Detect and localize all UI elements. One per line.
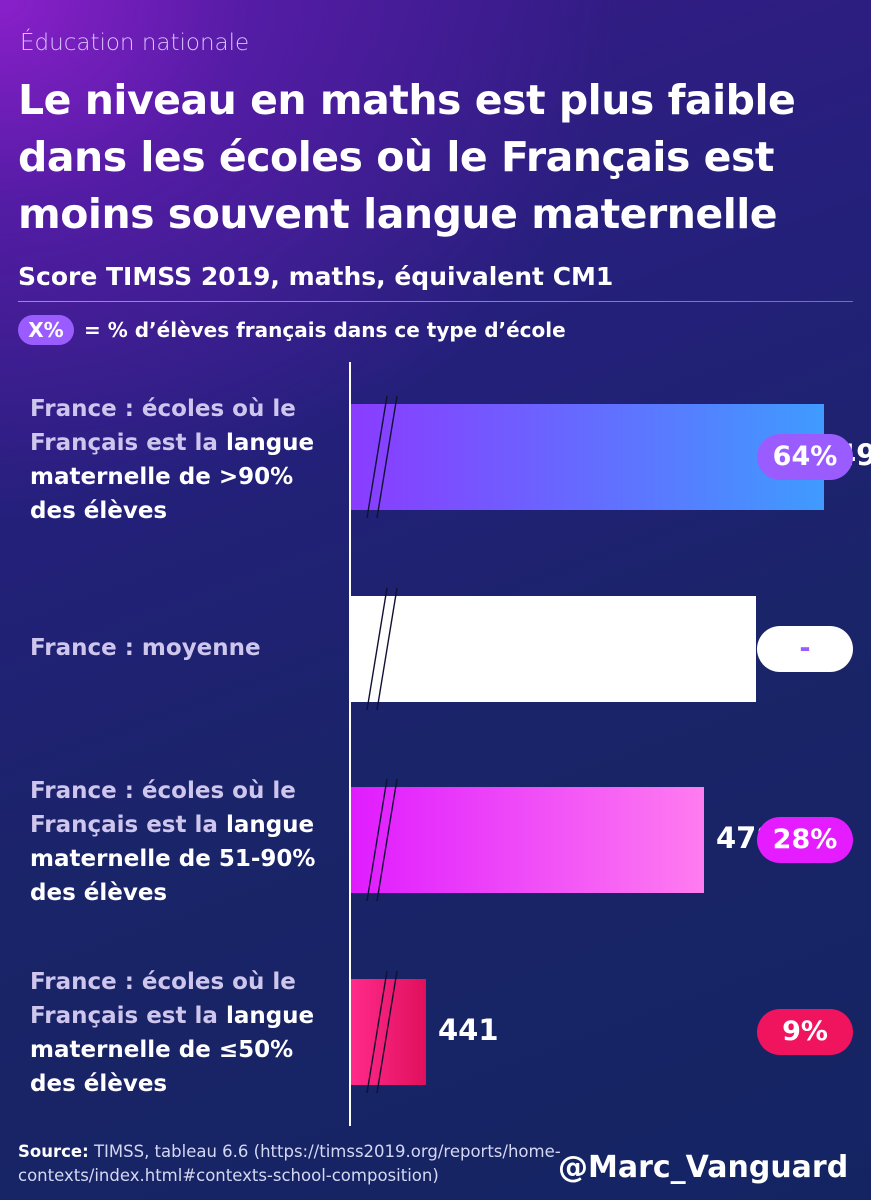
legend-pill: X% [18, 315, 74, 345]
share-badge: - [757, 626, 853, 672]
share-badge: 9% [757, 1009, 853, 1055]
legend-text: = % d’élèves français dans ce type d’éco… [84, 318, 566, 342]
legend: X% = % d’élèves français dans ce type d’… [18, 314, 566, 346]
author-handle: @Marc_Vanguard [558, 1150, 849, 1185]
source-label: Source: [18, 1142, 89, 1161]
category-label-part: France : moyenne [30, 635, 261, 661]
category-label: France : moyenne [30, 631, 345, 665]
category-label-part: France : écoles où le Français est la [30, 969, 296, 1029]
source-text: TIMSS, tableau 6.6 (https://timss2019.or… [18, 1142, 561, 1185]
category-label-part: langue maternelle de ≤50% des élèves [30, 1003, 315, 1097]
share-badge: 64% [757, 434, 853, 480]
bar [351, 587, 756, 711]
bar [351, 970, 426, 1094]
data-label: 441 [438, 1013, 499, 1047]
category-label-part: France : écoles où le Français est la [30, 778, 296, 838]
axis-break-icon [366, 970, 398, 1094]
axis-break-icon [366, 395, 398, 519]
category-label: France : écoles où le Français est la la… [30, 392, 345, 528]
source-note: Source: TIMSS, tableau 6.6 (https://tims… [18, 1140, 578, 1188]
category-label: France : écoles où le Français est la la… [30, 965, 345, 1101]
share-badge: 28% [757, 817, 853, 863]
bar [351, 778, 704, 902]
chart-subtitle: Score TIMSS 2019, maths, équivalent CM1 [18, 262, 614, 291]
divider [18, 301, 853, 302]
bar [351, 395, 824, 519]
category-label: France : écoles où le Français est la la… [30, 774, 345, 910]
y-axis-line [349, 362, 351, 1126]
kicker: Éducation nationale [20, 30, 250, 56]
axis-break-icon [366, 587, 398, 711]
category-label-part: langue maternelle de 51-90% des élèves [30, 812, 316, 906]
chart-title: Le niveau en maths est plus faible dans … [18, 76, 796, 238]
axis-break-icon [366, 778, 398, 902]
category-label-part: langue maternelle de >90% des élèves [30, 430, 315, 524]
category-label-part: France : écoles où le Français est la [30, 396, 296, 456]
